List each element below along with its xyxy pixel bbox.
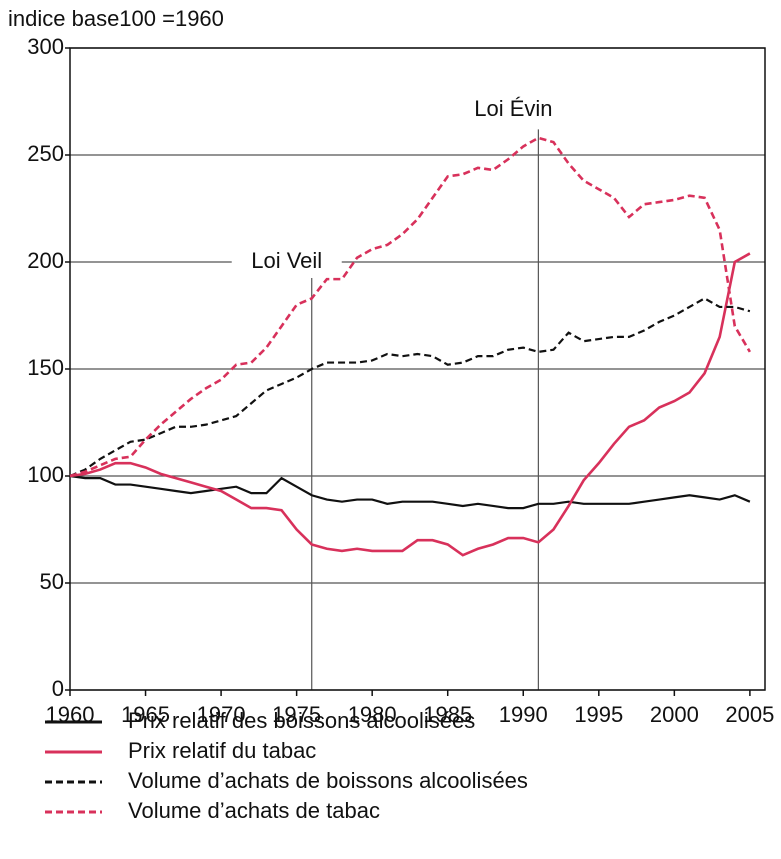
x-tick-label: 1980 <box>348 702 397 727</box>
annotation-label: Loi Évin <box>474 96 552 121</box>
y-tick-label: 200 <box>27 248 64 273</box>
x-tick-label: 2000 <box>650 702 699 727</box>
x-tick-label: 1965 <box>121 702 170 727</box>
series-line <box>69 136 752 478</box>
y-tick-label: 100 <box>27 462 64 487</box>
legend-label: Volume d’achats de tabac <box>128 798 380 823</box>
x-tick-label: 1995 <box>574 702 623 727</box>
y-tick-label: 300 <box>27 34 64 59</box>
legend-label: Prix relatif des boissons alcoolisées <box>128 708 475 733</box>
plot-frame <box>69 47 766 691</box>
x-tick-label: 2005 <box>725 702 774 727</box>
x-tick-label: 1975 <box>272 702 321 727</box>
series-line <box>69 297 751 478</box>
series-line <box>69 252 751 557</box>
annotation-bg <box>231 246 342 278</box>
x-tick-label: 1990 <box>499 702 548 727</box>
annotation-bg <box>458 94 569 126</box>
series-line <box>69 474 751 510</box>
y-tick-label: 250 <box>27 141 64 166</box>
x-tick-label: 1985 <box>423 702 472 727</box>
y-tick-label: 50 <box>40 569 64 594</box>
legend-label: Prix relatif du tabac <box>128 738 316 763</box>
x-tick-label: 1970 <box>197 702 246 727</box>
y-tick-label: 0 <box>52 676 64 701</box>
legend-label: Volume d’achats de boissons alcoolisées <box>128 768 528 793</box>
annotation-label: Loi Veil <box>251 248 322 273</box>
y-axis-label: indice base100 =1960 <box>8 6 224 31</box>
y-tick-label: 150 <box>27 355 64 380</box>
